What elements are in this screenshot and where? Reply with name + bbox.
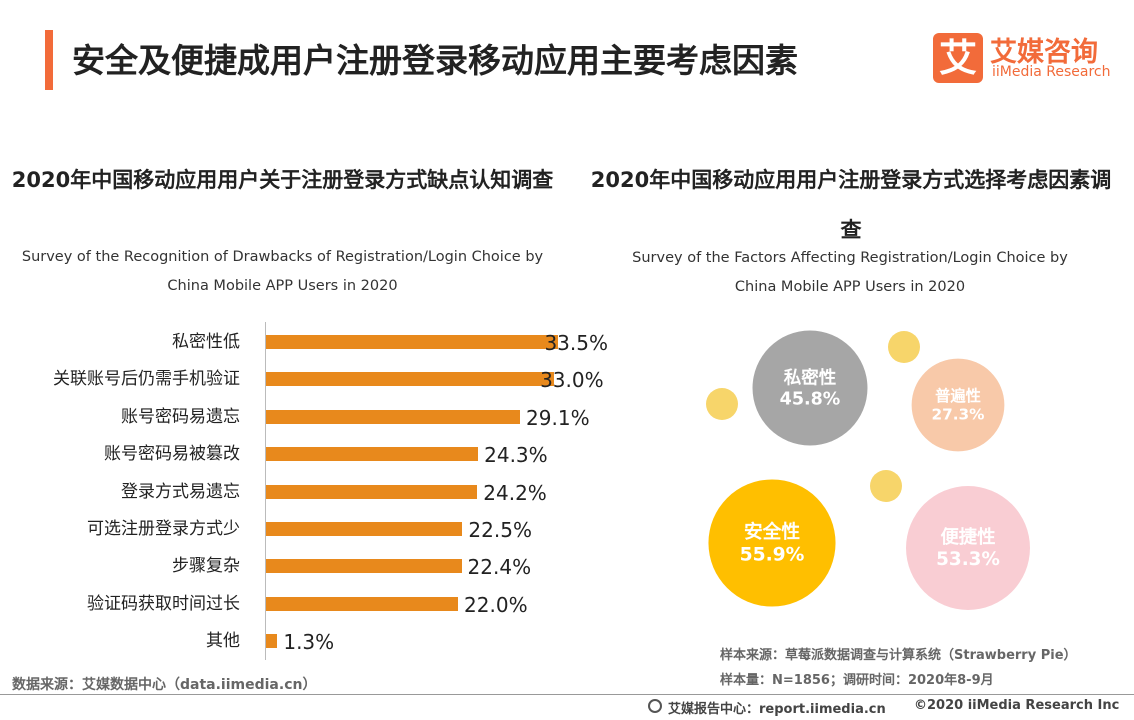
bubble-value: 45.8% — [780, 389, 841, 409]
value-label: 22.5% — [468, 518, 532, 542]
category-label: 关联账号后仍需手机验证 — [53, 369, 240, 390]
bar — [266, 335, 559, 349]
footer-line — [0, 694, 1134, 695]
chart-subtitle: Survey of the Recognition of Drawbacks o… — [21, 249, 544, 294]
note: 样本来源：草莓派数据调查与计算系统（Strawberry Pie） — [720, 648, 1077, 663]
value-label: 22.4% — [467, 555, 532, 580]
report-center: 艾媒报告中心：report.iimedia.cn — [668, 702, 886, 717]
copyright: ©2020 iiMedia Research Inc — [914, 698, 1120, 713]
bubble — [752, 330, 868, 446]
title-accent — [45, 30, 53, 90]
axis-line — [265, 322, 266, 660]
bubble-label: 普遍性 — [935, 387, 981, 405]
bar — [266, 522, 463, 536]
brand-en: iiMedia Research — [992, 64, 1111, 80]
bar — [266, 447, 479, 462]
value-label: 24.3% — [484, 443, 548, 468]
value-label: 22.0% — [464, 592, 528, 617]
source: 数据来源：艾媒数据中心（data.iimedia.cn） — [12, 677, 317, 693]
bubble-label: 便捷性 — [940, 526, 995, 548]
bar — [266, 559, 462, 574]
bubble-label: 私密性 — [784, 367, 836, 388]
chart-title: 2020年中国移动应用用户注册登录方式选择考虑因素调查 — [590, 168, 1112, 242]
bar — [266, 484, 478, 499]
value-label: 1.3% — [283, 630, 335, 655]
bar — [266, 372, 555, 387]
bubble-value: 53.3% — [936, 549, 1000, 570]
category-label: 账号密码易遗忘 — [121, 406, 240, 427]
bar — [266, 409, 521, 424]
logo-mark: 艾 — [933, 33, 983, 83]
value-label: 29.1% — [526, 405, 590, 430]
category-label: 步骤复杂 — [172, 556, 240, 577]
bubble-label: 安全性 — [744, 521, 800, 543]
category-label: 验证码获取时间过长 — [87, 593, 240, 614]
chart-title: 2020年中国移动应用用户关于注册登录方式缺点认知调查 — [11, 168, 554, 192]
chart-subtitle: Survey of the Factors Affecting Registra… — [632, 250, 1068, 295]
bubble-value: 27.3% — [932, 405, 985, 423]
value-label: 33.5% — [544, 331, 608, 355]
decor-dot — [870, 470, 902, 502]
decor-dot — [888, 331, 920, 363]
note: 样本量：N=1856；调研时间：2020年8-9月 — [720, 673, 994, 688]
brand: 艾媒咨询 — [990, 37, 1098, 68]
bubble — [911, 358, 1005, 452]
value-label: 33.0% — [540, 368, 604, 393]
category-label: 登录方式易遗忘 — [121, 481, 240, 502]
bubble — [708, 479, 836, 607]
bubble — [906, 486, 1030, 610]
category-label: 其他 — [206, 631, 240, 652]
bar — [266, 634, 278, 649]
decor-dot — [706, 388, 738, 420]
bar — [266, 596, 459, 611]
category-label: 私密性低 — [172, 332, 240, 352]
globe-icon — [648, 699, 662, 713]
category-label: 可选注册登录方式少 — [87, 519, 240, 539]
bubble-value: 55.9% — [740, 545, 805, 566]
page-title: 安全及便捷成用户注册登录移动应用主要考虑因素 — [72, 41, 798, 80]
category-label: 账号密码易被篡改 — [104, 444, 240, 465]
value-label: 24.2% — [483, 480, 547, 505]
